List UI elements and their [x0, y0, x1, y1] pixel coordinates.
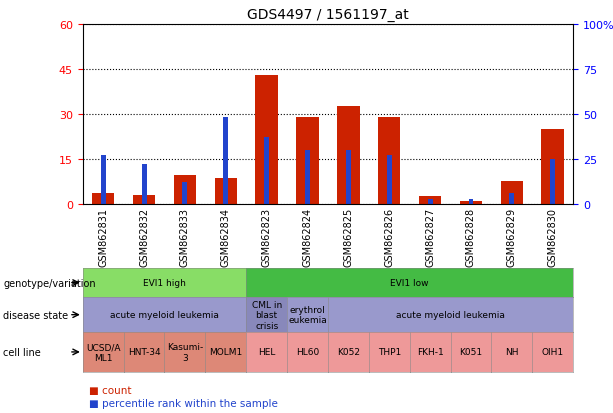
Text: ■ percentile rank within the sample: ■ percentile rank within the sample [89, 398, 278, 408]
Bar [223, 118, 228, 204]
Text: HEL: HEL [258, 348, 275, 356]
Text: EVI1 high: EVI1 high [143, 278, 186, 287]
Text: K051: K051 [459, 348, 482, 356]
Text: disease state: disease state [3, 310, 68, 320]
Text: MOLM1: MOLM1 [209, 348, 242, 356]
Bar [256, 76, 278, 204]
Text: NH: NH [505, 348, 519, 356]
Bar [296, 118, 319, 204]
Bar [183, 183, 188, 204]
Text: CML in
blast
crisis: CML in blast crisis [251, 300, 282, 330]
Bar [541, 130, 564, 204]
Bar [460, 202, 482, 204]
Bar [337, 107, 360, 204]
Text: OIH1: OIH1 [542, 348, 564, 356]
Text: FKH-1: FKH-1 [417, 348, 443, 356]
Bar [378, 118, 400, 204]
Bar [346, 150, 351, 204]
Bar [101, 156, 105, 204]
Text: acute myeloid leukemia: acute myeloid leukemia [396, 311, 505, 319]
Text: cell line: cell line [3, 347, 41, 357]
Bar [264, 138, 269, 204]
Bar [501, 182, 523, 204]
Bar [387, 156, 392, 204]
Bar [142, 165, 147, 204]
Text: UCSD/A
ML1: UCSD/A ML1 [86, 342, 120, 362]
Text: EVI1 low: EVI1 low [390, 278, 429, 287]
Text: genotype/variation: genotype/variation [3, 278, 96, 288]
Bar [428, 199, 433, 204]
Title: GDS4497 / 1561197_at: GDS4497 / 1561197_at [247, 8, 409, 22]
Text: THP1: THP1 [378, 348, 401, 356]
Bar [550, 159, 555, 204]
Text: Kasumi-
3: Kasumi- 3 [167, 342, 203, 362]
Text: K052: K052 [337, 348, 360, 356]
Text: acute myeloid leukemia: acute myeloid leukemia [110, 311, 219, 319]
Bar [215, 179, 237, 204]
Bar [173, 176, 196, 204]
Bar [509, 194, 514, 204]
Text: ■ count: ■ count [89, 385, 131, 395]
Bar [419, 197, 441, 204]
Text: erythrol
eukemia: erythrol eukemia [288, 305, 327, 325]
Bar [305, 150, 310, 204]
Text: HNT-34: HNT-34 [128, 348, 161, 356]
Text: HL60: HL60 [296, 348, 319, 356]
Bar [468, 199, 473, 204]
Bar [92, 194, 115, 204]
Bar [133, 195, 155, 204]
